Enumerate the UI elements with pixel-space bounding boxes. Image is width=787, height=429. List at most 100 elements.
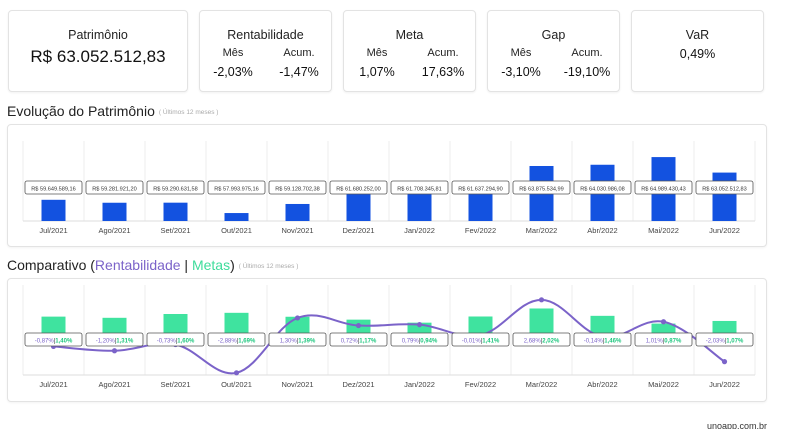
comparativo-x-tick: Dez/2021 — [342, 380, 374, 389]
comparativo-meta-bar — [102, 317, 127, 335]
evolucao-value-label: R$ 63.052.512,83 — [702, 187, 746, 193]
evolucao-value-box — [451, 180, 510, 195]
evolucao-x-tick: Fev/2022 — [465, 226, 496, 235]
evolucao-value-box — [24, 180, 83, 195]
comparativo-meta-bar — [590, 315, 615, 335]
evolucao-title-text: Evolução do Patrimônio — [7, 103, 155, 119]
comparativo-meta-label: 1,60% — [177, 339, 195, 345]
evolucao-value-label: R$ 64.989.430,43 — [641, 187, 685, 193]
card-var-title: VaR — [685, 28, 710, 42]
card-var: VaR 0,49% — [631, 10, 764, 92]
comparativo-x-tick: Jan/2022 — [404, 380, 435, 389]
comparativo-meta-bar — [224, 312, 249, 335]
card-gap-acum-value: -19,10% — [563, 65, 611, 79]
evolucao-x-tick: Mar/2022 — [526, 226, 558, 235]
comparativo-x-tick: Jun/2022 — [709, 380, 740, 389]
comparativo-value-label: 1,01%|0,87% — [646, 339, 682, 345]
comparativo-legend-rentabilidade[interactable]: Rentabilidade — [94, 257, 181, 273]
evolucao-value-box — [634, 180, 693, 195]
card-gap: Gap Mês Acum. -3,10% -19,10% — [487, 10, 620, 92]
evolucao-value-label: R$ 59.128.702,38 — [275, 187, 319, 193]
card-rentabilidade-mes-label: Mês — [222, 47, 244, 59]
comparativo-value-label: -0,87%|1,40% — [35, 339, 73, 345]
comparativo-x-tick: Jul/2021 — [39, 380, 67, 389]
evolucao-value-label: R$ 61.637.294,90 — [458, 187, 502, 193]
comparativo-separator: | — [663, 339, 665, 345]
card-patrimonio: Patrimônio R$ 63.052.512,83 — [8, 10, 188, 92]
card-rentabilidade-mes-value: -2,03% — [213, 65, 253, 79]
evolucao-value-box — [268, 180, 327, 195]
comparativo-meta-bar — [529, 308, 554, 335]
evolucao-x-tick: Abr/2022 — [587, 226, 617, 235]
comparativo-separator: | — [176, 339, 178, 345]
evolucao-chart-panel: R$ 59.649.589,16 R$ 59.281.921,20 R$ 59.29… — [7, 124, 767, 247]
evolucao-value-label: R$ 61.708.345,81 — [397, 187, 441, 193]
evolucao-chart: R$ 59.649.589,16 R$ 59.281.921,20 R$ 59.29… — [22, 141, 756, 235]
comparativo-x-tick: Ago/2021 — [98, 380, 130, 389]
comparativo-x-tick: Nov/2021 — [281, 380, 313, 389]
comparativo-separator: | — [541, 339, 543, 345]
comparativo-separator: | — [297, 339, 299, 345]
comparativo-meta-label: 1,40% — [55, 339, 73, 345]
comparativo-rentabilidade-point — [355, 322, 362, 329]
comparativo-meta-bar — [41, 316, 66, 335]
card-gap-title: Gap — [541, 28, 566, 42]
comparativo-value-label: -0,14%|1,46% — [584, 339, 622, 345]
card-meta-mes-label: Mês — [366, 47, 388, 59]
evolucao-x-tick: Mai/2022 — [648, 226, 679, 235]
comparativo-meta-bar — [468, 316, 493, 335]
evolucao-bar — [712, 172, 737, 221]
evolucao-value-box — [146, 180, 205, 195]
evolucao-value-label: R$ 59.649.589,16 — [31, 187, 75, 193]
comparativo-x-tick: Mai/2022 — [648, 380, 679, 389]
comparativo-legend-metas[interactable]: Metas — [191, 257, 231, 273]
comparativo-x-tick: Abr/2022 — [587, 380, 617, 389]
comparativo-meta-label: 0,94% — [420, 339, 438, 345]
comparativo-value-label: -2,03%|1,07% — [706, 339, 744, 345]
comparativo-x-tick: Out/2021 — [221, 380, 252, 389]
evolucao-x-tick: Set/2021 — [160, 226, 190, 235]
comparativo-value-box — [268, 332, 327, 347]
comparativo-title-prefix: Comparativo ( — [7, 257, 95, 273]
comparativo-note: ( Últimos 12 meses ) — [238, 262, 299, 270]
comparativo-title: Comparativo (Rentabilidade | Metas)( Últ… — [7, 257, 298, 273]
evolucao-value-label: R$ 57.993.975,16 — [214, 187, 258, 193]
comparativo-rentabilidade-label: 0,72% — [341, 339, 359, 345]
comparativo-value-box — [85, 332, 144, 347]
comparativo-value-box — [512, 332, 571, 347]
comparativo-rentabilidade-label: -2,03% — [706, 339, 726, 345]
card-meta-acum-label: Acum. — [427, 47, 459, 59]
card-gap-mes-value: -3,10% — [501, 65, 541, 79]
comparativo-x-tick: Fev/2022 — [465, 380, 496, 389]
comparativo-separator: | — [115, 339, 117, 345]
comparativo-value-label: 2,68%|2,02% — [524, 339, 560, 345]
evolucao-bar — [285, 203, 310, 221]
comparativo-value-label: -0,73%|1,60% — [157, 339, 195, 345]
card-gap-mes-label: Mês — [510, 47, 532, 59]
evolucao-value-box — [207, 180, 266, 195]
evolucao-value-box — [695, 180, 754, 195]
card-gap-acum-label: Acum. — [571, 47, 603, 59]
evolucao-bar — [102, 202, 127, 221]
card-rentabilidade-title: Rentabilidade — [227, 28, 304, 42]
card-rentabilidade: Rentabilidade Mês Acum. -2,03% -1,47% — [199, 10, 332, 92]
comparativo-x-tick: Mar/2022 — [526, 380, 558, 389]
card-patrimonio-value: R$ 63.052.512,83 — [30, 47, 166, 66]
comparativo-meta-label: 0,87% — [664, 339, 682, 345]
comparativo-rentabilidade-label: -0,73% — [157, 339, 177, 345]
comparativo-value-box — [634, 332, 693, 347]
comparativo-meta-label: 1,69% — [238, 339, 256, 345]
evolucao-x-tick: Nov/2021 — [281, 226, 313, 235]
comparativo-rentabilidade-point — [721, 359, 728, 365]
comparativo-rentabilidade-point — [416, 322, 423, 328]
comparativo-rentabilidade-point — [538, 297, 545, 303]
evolucao-title: Evolução do Patrimônio( Últimos 12 meses… — [7, 103, 218, 119]
comparativo-rentabilidade-label: 1,30% — [280, 339, 298, 345]
comparativo-value-box — [24, 332, 83, 347]
comparativo-rentabilidade-point — [294, 315, 301, 321]
comparativo-separator: | — [603, 339, 605, 345]
evolucao-bar — [224, 213, 249, 221]
card-meta-mes-value: 1,07% — [359, 65, 395, 79]
comparativo-chart-panel: -0,87%|1,40% -1,20%|1,31% -0,73%|1,60% -2,8… — [7, 278, 767, 402]
comparativo-x-tick: Set/2021 — [160, 380, 190, 389]
